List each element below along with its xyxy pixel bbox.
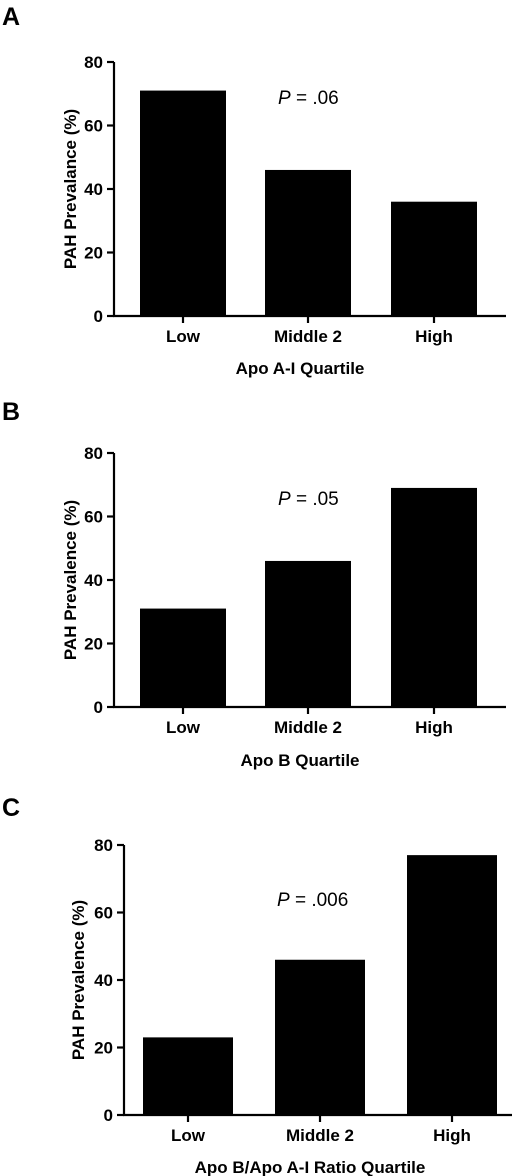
x-tick-label: Middle 2 [286,1126,354,1145]
x-axis-title: Apo B/Apo A-I Ratio Quartile [195,1158,426,1176]
y-tick-label: 60 [94,904,113,923]
y-tick-label: 0 [104,1106,113,1125]
x-tick-label: High [415,327,453,346]
y-tick-label: 60 [84,117,103,136]
x-tick-label: Middle 2 [274,718,342,737]
y-tick-label: 60 [84,508,103,527]
y-tick-label: 20 [84,244,103,263]
p-value-annotation: P = .006 [277,890,348,911]
y-tick-label: 80 [84,444,103,463]
bar-middle-2 [275,959,365,1115]
y-tick-label: 20 [94,1039,113,1058]
chart-panel-a: A 0 20 40 60 80 Low Middle 2 High Apo A-I Quartil… [2,3,506,378]
bar-high [391,487,477,707]
y-axis-title: PAH Prevalence (%) [69,900,88,1060]
x-axis-title: Apo B Quartile [240,751,359,770]
y-tick-label: 80 [84,53,103,72]
y-tick-label: 40 [94,971,113,990]
x-tick-label: High [415,718,453,737]
y-tick-label: 40 [84,180,103,199]
chart-panel-b: B 0 20 40 60 80 Low Middle 2 High Apo B Quartile P… [2,398,506,770]
bar-low [143,1037,233,1115]
y-tick-label: 0 [94,307,103,326]
y-tick-label: 20 [84,635,103,654]
y-tick-label: 80 [94,836,113,855]
y-tick-label: 0 [94,698,103,717]
x-tick-label: Low [166,327,201,346]
x-axis-title: Apo A-I Quartile [236,359,365,378]
bar-low [140,608,226,707]
x-tick-label: High [433,1126,471,1145]
x-tick-label: Middle 2 [274,327,342,346]
bar-low [140,90,226,316]
panel-label: B [2,398,20,426]
bar-middle-2 [265,560,351,707]
bar-high [391,201,477,316]
y-axis-title: PAH Prevalance (%) [61,109,80,269]
chart-panel-c: C 0 20 40 60 80 Low Middle 2 High Apo B/Apo A-I R… [2,794,512,1176]
bar-high [407,855,497,1115]
y-tick-label: 40 [84,571,103,590]
x-tick-label: Low [171,1126,206,1145]
bar-middle-2 [265,169,351,316]
x-tick-label: Low [166,718,201,737]
panel-label: A [2,3,20,31]
p-value-annotation: P = .05 [278,489,339,510]
y-axis-title: PAH Prevalence (%) [61,500,80,660]
panel-label: C [2,794,20,822]
p-value-annotation: P = .06 [278,88,339,109]
